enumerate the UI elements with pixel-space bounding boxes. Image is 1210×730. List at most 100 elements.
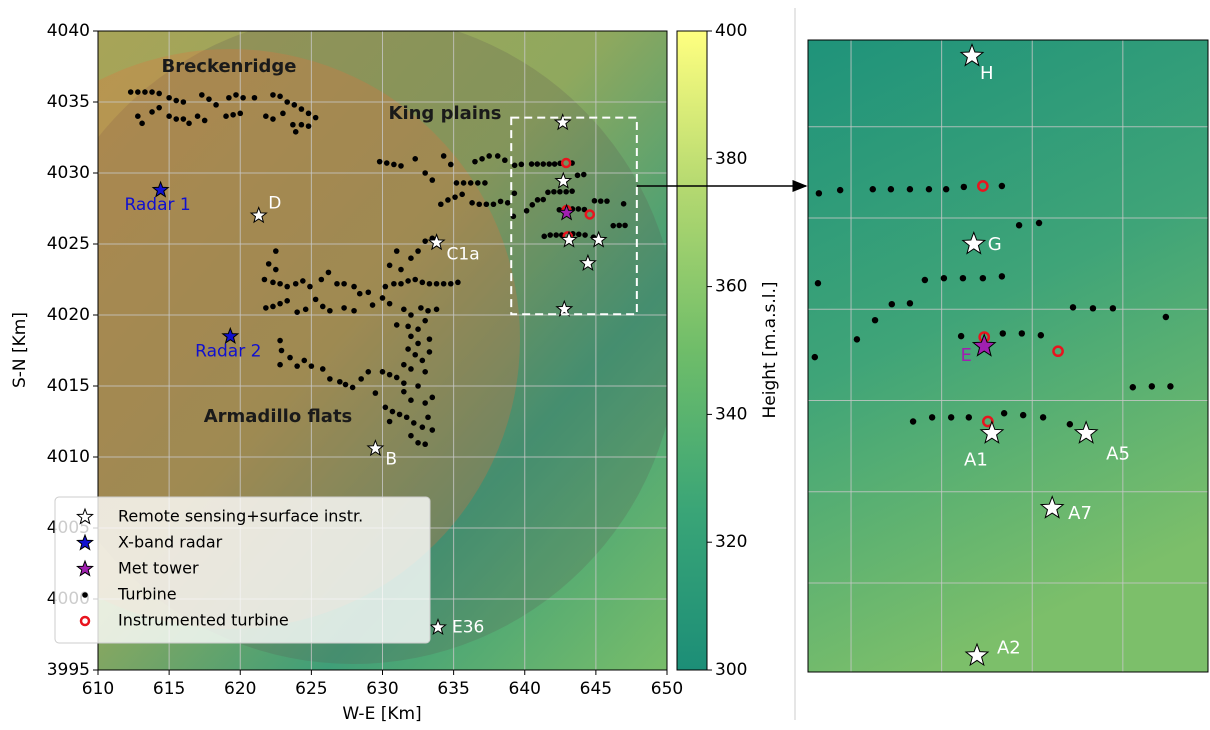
zoom-panel (808, 40, 1208, 672)
x-axis-label: W-E [Km] (342, 704, 421, 724)
turbine (327, 308, 333, 314)
turbine (398, 163, 404, 169)
turbine (420, 358, 426, 364)
turbine (166, 113, 172, 119)
y-tick-label: 4035 (47, 92, 90, 112)
turbine (495, 153, 501, 159)
turbine (341, 281, 347, 287)
turbine (263, 305, 269, 311)
site-label: Radar 2 (195, 341, 261, 361)
turbine (223, 113, 229, 119)
turbine (233, 92, 239, 98)
turbine (230, 112, 236, 118)
turbine (816, 190, 822, 196)
turbine (999, 183, 1005, 189)
legend: Remote sensing+surface instr.X-band rada… (55, 497, 430, 643)
turbine (422, 238, 428, 244)
turbine (427, 336, 433, 342)
turbine (173, 116, 179, 122)
turbine (604, 198, 610, 204)
turbine (320, 304, 326, 310)
turbine (405, 324, 411, 330)
y-tick-label: 4015 (47, 376, 90, 396)
turbine (181, 99, 187, 105)
turbine (512, 191, 518, 197)
turbine (422, 441, 428, 447)
turbine (1038, 332, 1044, 338)
turbine (815, 280, 821, 286)
turbine (563, 189, 569, 195)
turbine (270, 116, 276, 122)
turbine (202, 118, 208, 124)
x-tick-label: 625 (295, 679, 327, 699)
turbine (1016, 222, 1022, 228)
turbine (1167, 383, 1173, 389)
turbine (502, 157, 508, 163)
turbine (186, 121, 192, 127)
turbine (575, 172, 581, 178)
turbine (415, 440, 421, 446)
turbine (907, 186, 913, 192)
turbine (1000, 330, 1006, 336)
turbine (270, 304, 276, 310)
turbine (326, 270, 332, 276)
turbine (279, 348, 285, 354)
turbine (226, 95, 232, 101)
turbine (1020, 412, 1026, 418)
turbine (358, 376, 364, 382)
turbine (309, 363, 315, 369)
turbine (301, 358, 307, 364)
turbine (277, 281, 283, 287)
turbine (454, 180, 460, 186)
turbine (351, 308, 357, 314)
turbine (307, 284, 313, 290)
turbine (459, 192, 465, 198)
turbine (448, 281, 454, 287)
turbine (622, 223, 628, 229)
turbine (199, 92, 205, 98)
turbine (181, 116, 187, 122)
turbine (380, 369, 386, 375)
turbine (401, 380, 407, 386)
turbine (270, 92, 276, 98)
turbine (142, 89, 148, 95)
turbine (262, 277, 268, 283)
turbine (387, 301, 393, 307)
turbine (252, 95, 258, 101)
turbine (576, 232, 582, 238)
region-label: King plains (389, 103, 502, 124)
turbine (263, 113, 269, 119)
turbine (854, 336, 860, 342)
turbine (387, 372, 393, 378)
turbine (546, 161, 552, 167)
turbine (922, 277, 928, 283)
turbine (394, 322, 400, 328)
turbine (306, 123, 312, 129)
turbine (960, 275, 966, 281)
turbine (541, 234, 547, 240)
turbine (415, 326, 421, 332)
legend-label: Instrumented turbine (118, 611, 289, 630)
turbine (156, 105, 162, 111)
turbine (293, 129, 299, 135)
zoom-site-label: A1 (964, 449, 988, 470)
legend-label: Remote sensing+surface instr. (118, 507, 363, 526)
zoom-site-label: A2 (997, 638, 1021, 659)
y-tick-label: 4025 (47, 234, 90, 254)
zoom-site-label: A5 (1106, 443, 1130, 464)
turbine (293, 281, 299, 287)
turbine (540, 197, 546, 203)
turbine (1036, 220, 1042, 226)
turbine (1149, 383, 1155, 389)
turbine (429, 177, 435, 183)
turbine (540, 161, 546, 167)
turbine (401, 362, 407, 368)
turbine (425, 308, 431, 314)
turbine (941, 275, 947, 281)
turbine (519, 162, 525, 168)
zoom-site-label: A7 (1068, 503, 1092, 524)
turbine (373, 390, 379, 396)
turbine (412, 277, 418, 283)
turbine (1110, 305, 1116, 311)
turbine (319, 277, 325, 283)
